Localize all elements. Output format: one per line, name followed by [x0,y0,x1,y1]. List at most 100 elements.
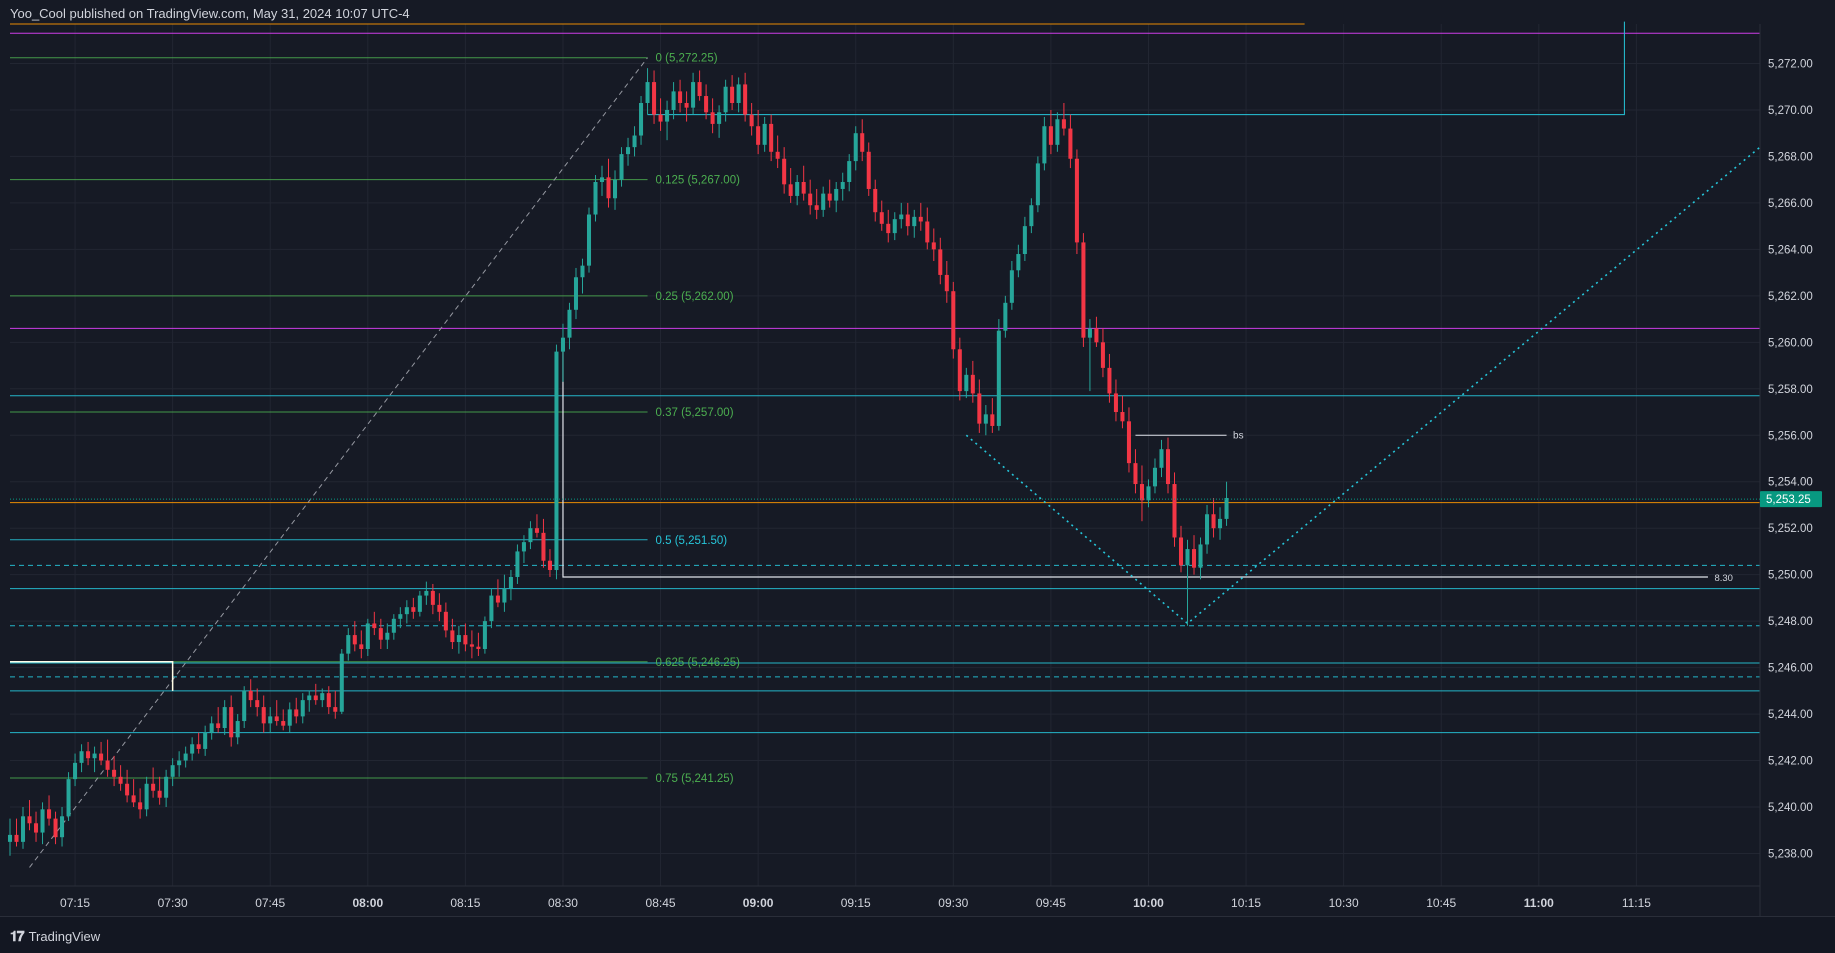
time-tick-label: 10:15 [1231,896,1261,910]
candle-body [639,102,644,136]
footer-brand[interactable]: 𝟏𝟕 TradingView [10,928,100,945]
candle-body [79,751,84,763]
candle-body [99,753,104,761]
candle-body [333,707,338,712]
candle-body [1139,484,1144,501]
fib-level-label: 0.37 (5,257.00) [656,407,734,419]
price-tick-label: 5,264.00 [1768,244,1813,256]
candle-body [678,91,683,103]
candle-body [118,776,123,784]
price-tick-label: 5,256.00 [1768,430,1813,442]
candle-body [866,151,871,189]
candle-body [593,181,598,215]
candle-body [1107,367,1112,394]
price-tick-label: 5,248.00 [1768,616,1813,628]
candle-body [827,193,832,201]
time-tick-label: 08:45 [646,896,676,910]
candle-body [515,551,520,577]
price-chart[interactable]: 0 (5,272.25) 0.125 (5,267.00) 0.25 (5,262.… [0,0,1835,916]
candle-body [756,126,761,145]
price-tick-label: 5,246.00 [1768,663,1813,675]
candle-body [66,779,71,817]
candle-body [775,151,780,159]
candle-body [1068,128,1073,159]
candle-body [229,707,234,738]
candle-body [1094,328,1099,343]
candle-body [938,249,943,275]
time-axis[interactable]: 07:15 07:30 07:45 08:00 08:15 08:30 08:45 09:00… [60,896,1651,910]
fib-level-label: 0.75 (5,241.25) [656,773,734,785]
annotations: bs 8.30 [1233,430,1733,584]
candle-body [944,274,949,292]
candle-body [905,214,910,227]
candle-body [508,576,513,589]
candle-body [795,181,800,196]
candle-body [782,158,787,185]
candle-body [235,721,240,738]
candle-body [840,181,845,189]
candle-body [1081,242,1086,338]
candle-body [1205,514,1210,545]
candle-body [580,265,585,278]
candle-body [626,147,631,155]
candle-body [476,646,481,650]
candle-body [1120,412,1125,422]
candle-body [294,709,299,717]
candle-body [112,769,117,777]
candle-body [125,783,130,796]
candle-body [60,816,65,838]
candle-body [183,753,188,761]
candle-body [1042,126,1047,164]
candle-body [736,84,741,103]
candle-body [996,330,1001,426]
price-tick-label: 5,254.00 [1768,477,1813,489]
candle-body [177,760,182,766]
candle-body [372,623,377,629]
level-bracket [10,661,174,691]
candle-body [404,607,409,615]
candle-body [1172,484,1177,538]
candle-body [873,188,878,213]
candle-body [469,644,474,647]
candle-body [801,181,806,194]
candle-body [346,635,351,654]
candle-body [1061,119,1066,129]
chart-background [10,24,1760,916]
candle-body [209,723,214,733]
candle-body [613,179,618,199]
time-tick-label: 10:00 [1133,896,1164,910]
candle-body [951,291,956,350]
time-tick-label: 08:30 [548,896,578,910]
candle-body [1185,549,1190,566]
price-axis-panel[interactable] [1760,24,1835,916]
fib-trend-line [29,57,648,868]
candle-body [860,133,865,152]
fib-level-label: 0 (5,272.25) [656,53,718,65]
candle-body [717,112,722,124]
candle-body [1029,205,1034,227]
price-tick-label: 5,244.00 [1768,709,1813,721]
candle-body [1003,302,1008,331]
candle-body [20,816,26,842]
candle-body [619,154,624,180]
price-tick-label: 5,252.00 [1768,523,1813,535]
candle-body [554,351,559,571]
candle-body [151,783,156,791]
candle-body [834,188,839,201]
candle-body [749,114,754,127]
candle-body [1113,393,1118,413]
time-tick-label: 11:15 [1622,896,1651,910]
candle-body [352,635,357,645]
candle-body [86,751,91,759]
time-tick-label: 09:30 [938,896,968,910]
price-tick-label: 5,242.00 [1768,756,1813,768]
candle-body [1152,467,1157,487]
price-tick-label: 5,272.00 [1768,58,1813,70]
candle-body [242,690,247,722]
candle-body [248,690,253,701]
candle-body [665,109,670,122]
candle-body [216,723,221,729]
candle-body [808,193,813,206]
candle-body [313,695,318,701]
candle-body [424,590,429,596]
